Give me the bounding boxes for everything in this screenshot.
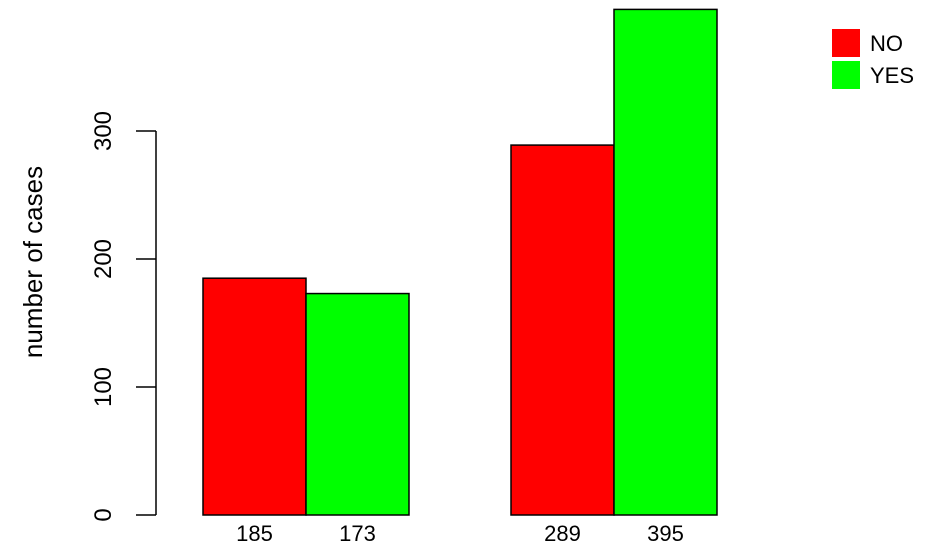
legend-label-no: NO (870, 31, 903, 56)
legend-swatch-no (832, 29, 860, 57)
bar-label-yes-1: 173 (339, 521, 376, 546)
y-axis: 0 100 200 300 (90, 111, 157, 522)
y-tick-label-0: 0 (90, 508, 117, 521)
y-tick-label-200: 200 (90, 239, 117, 279)
bar-yes-1 (305, 292, 410, 516)
bar-label-no-2: 289 (544, 521, 581, 546)
bar-yes-2 (613, 8, 718, 516)
y-axis-title: number of cases (18, 166, 48, 358)
y-tick-label-300: 300 (90, 111, 117, 151)
legend: NO YES (832, 29, 914, 89)
legend-swatch-yes (832, 61, 860, 89)
y-tick-label-100: 100 (90, 367, 117, 407)
bar-no-2 (510, 144, 615, 516)
bar-no-1 (202, 277, 307, 516)
bar-label-no-1: 185 (236, 521, 273, 546)
bars (202, 8, 718, 516)
legend-label-yes: YES (870, 63, 914, 88)
bar-labels: 185 173 289 395 (236, 521, 684, 546)
bar-label-yes-2: 395 (647, 521, 684, 546)
